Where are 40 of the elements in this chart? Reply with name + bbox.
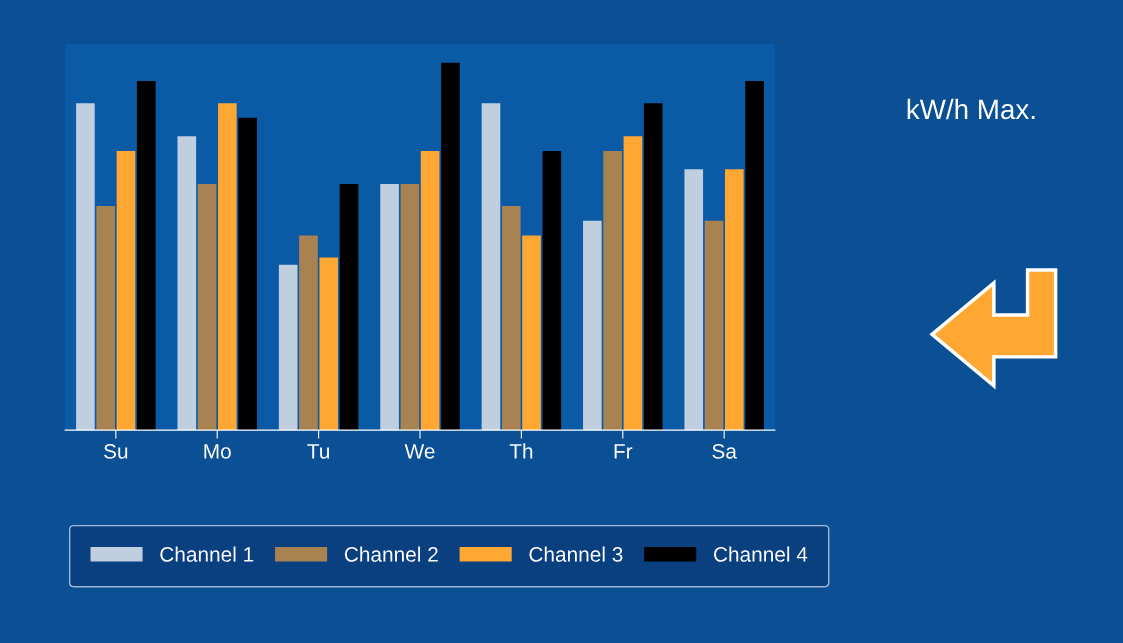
bar	[704, 220, 724, 431]
x-tick-label: Th	[509, 443, 533, 459]
bar	[583, 220, 602, 431]
bar	[522, 235, 541, 431]
bar	[441, 62, 460, 431]
bar	[197, 183, 217, 431]
x-tick-label: We	[404, 444, 435, 459]
x-tick-label: Mo	[204, 444, 231, 459]
bar	[177, 136, 197, 431]
bar	[420, 150, 440, 431]
bar	[319, 257, 339, 431]
legend-label: Channel 1	[160, 546, 254, 562]
bar	[501, 206, 521, 431]
x-tick-label: Fr	[614, 444, 633, 459]
bar	[380, 183, 399, 431]
bar	[684, 169, 704, 431]
x-tick-label: Tu	[307, 444, 329, 459]
bar	[623, 136, 643, 431]
bar	[603, 150, 622, 431]
bar	[542, 150, 562, 431]
bar	[643, 103, 663, 431]
bar	[299, 235, 318, 431]
text: kW/h Max.	[907, 98, 1035, 120]
x-tick-label: Su	[104, 443, 128, 459]
bar	[116, 150, 136, 431]
legend-label: Channel 3	[529, 546, 623, 562]
legend-label: Channel 2	[344, 546, 438, 562]
bar	[481, 103, 501, 431]
bar	[238, 117, 257, 431]
bar	[136, 81, 156, 431]
bar	[96, 206, 116, 431]
bar	[218, 103, 237, 431]
bar	[339, 183, 359, 431]
bar	[278, 264, 298, 431]
bar	[400, 183, 420, 431]
bar	[76, 103, 95, 431]
x-tick-label: Sa	[712, 443, 737, 459]
bar	[745, 81, 764, 431]
bar	[724, 169, 744, 431]
legend-label: Channel 4	[713, 546, 808, 562]
